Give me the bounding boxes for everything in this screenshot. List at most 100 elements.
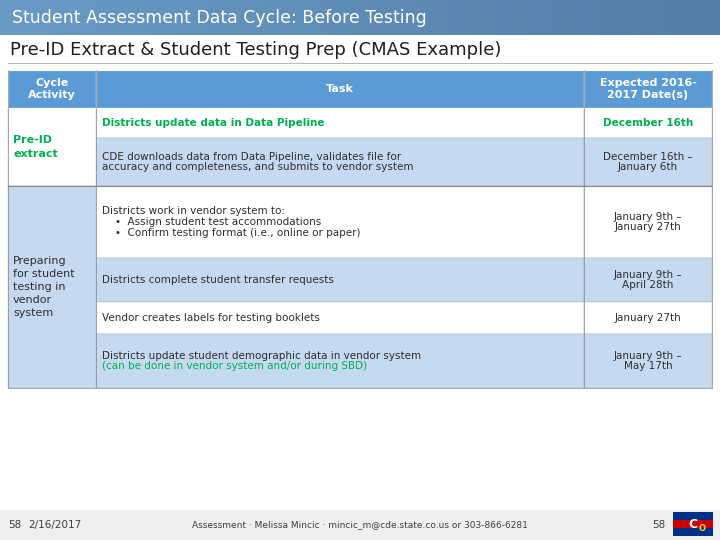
Bar bbox=[18, 0, 19, 35]
Bar bbox=[183, 0, 184, 35]
Bar bbox=[478, 0, 479, 35]
Bar bbox=[544, 0, 545, 35]
Bar bbox=[155, 0, 156, 35]
Bar bbox=[415, 0, 416, 35]
Bar bbox=[713, 0, 714, 35]
Bar bbox=[572, 0, 573, 35]
Bar bbox=[205, 0, 206, 35]
Bar bbox=[239, 0, 240, 35]
Bar bbox=[15, 0, 16, 35]
Bar bbox=[53, 0, 54, 35]
Bar bbox=[565, 0, 566, 35]
Bar bbox=[246, 0, 247, 35]
Bar bbox=[356, 0, 357, 35]
Bar bbox=[203, 0, 204, 35]
Bar bbox=[669, 0, 670, 35]
Bar bbox=[541, 0, 542, 35]
Text: Districts complete student transfer requests: Districts complete student transfer requ… bbox=[102, 275, 334, 285]
Bar bbox=[31, 0, 32, 35]
Bar bbox=[635, 0, 636, 35]
Bar bbox=[54, 0, 55, 35]
Bar bbox=[678, 0, 679, 35]
Bar bbox=[175, 0, 176, 35]
Bar bbox=[200, 0, 201, 35]
Bar bbox=[296, 0, 297, 35]
Bar bbox=[329, 0, 330, 35]
Bar bbox=[251, 0, 252, 35]
Bar bbox=[362, 0, 363, 35]
Bar bbox=[196, 0, 197, 35]
Bar bbox=[28, 0, 29, 35]
Bar bbox=[23, 0, 24, 35]
Bar bbox=[582, 0, 583, 35]
Bar bbox=[253, 0, 254, 35]
Text: December 16th –: December 16th – bbox=[603, 152, 693, 162]
Bar bbox=[226, 0, 227, 35]
Bar bbox=[695, 0, 696, 35]
Bar bbox=[584, 186, 712, 258]
Bar bbox=[639, 0, 640, 35]
Bar bbox=[493, 0, 494, 35]
Bar bbox=[115, 0, 116, 35]
Bar bbox=[376, 0, 377, 35]
Bar bbox=[185, 0, 186, 35]
Bar bbox=[689, 0, 690, 35]
Bar bbox=[81, 0, 82, 35]
Bar bbox=[691, 0, 692, 35]
Bar bbox=[0, 0, 1, 35]
Bar bbox=[96, 108, 584, 138]
Bar bbox=[632, 0, 633, 35]
Bar bbox=[413, 0, 414, 35]
Bar bbox=[686, 0, 687, 35]
Bar bbox=[123, 0, 124, 35]
Bar bbox=[661, 0, 662, 35]
Bar bbox=[540, 0, 541, 35]
Bar bbox=[398, 0, 399, 35]
Bar bbox=[45, 0, 46, 35]
Bar bbox=[279, 0, 280, 35]
Bar bbox=[408, 0, 409, 35]
Bar bbox=[57, 0, 58, 35]
Bar bbox=[353, 0, 354, 35]
Bar bbox=[58, 0, 59, 35]
Bar bbox=[384, 0, 385, 35]
Bar bbox=[389, 0, 390, 35]
Bar bbox=[98, 0, 99, 35]
Bar bbox=[705, 0, 706, 35]
Bar bbox=[258, 0, 259, 35]
Bar bbox=[673, 521, 713, 528]
Bar bbox=[265, 0, 266, 35]
Bar bbox=[704, 0, 705, 35]
Text: O: O bbox=[698, 524, 706, 534]
Bar bbox=[477, 0, 478, 35]
Bar bbox=[289, 0, 290, 35]
Bar bbox=[710, 0, 711, 35]
Bar bbox=[7, 0, 8, 35]
Bar bbox=[583, 0, 584, 35]
Bar bbox=[706, 0, 707, 35]
Bar bbox=[364, 0, 365, 35]
Bar bbox=[161, 0, 162, 35]
Bar bbox=[659, 0, 660, 35]
Bar bbox=[206, 0, 207, 35]
Bar bbox=[282, 0, 283, 35]
Bar bbox=[325, 0, 326, 35]
Bar bbox=[593, 0, 594, 35]
Bar bbox=[584, 70, 712, 108]
Bar bbox=[602, 0, 603, 35]
Bar bbox=[70, 0, 71, 35]
Bar bbox=[162, 0, 163, 35]
Bar bbox=[66, 0, 67, 35]
Bar bbox=[700, 0, 701, 35]
Bar bbox=[167, 0, 168, 35]
Bar bbox=[675, 0, 676, 35]
Bar bbox=[209, 0, 210, 35]
Bar bbox=[276, 0, 277, 35]
Bar bbox=[187, 0, 188, 35]
Bar bbox=[55, 0, 56, 35]
Bar bbox=[252, 0, 253, 35]
Bar bbox=[620, 0, 621, 35]
Bar bbox=[164, 0, 165, 35]
Bar bbox=[261, 0, 262, 35]
Bar bbox=[201, 0, 202, 35]
